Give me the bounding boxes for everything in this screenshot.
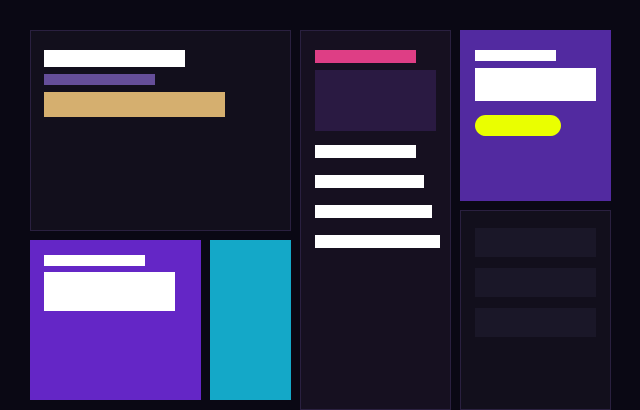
list-item[interactable]	[315, 205, 432, 218]
promo-card	[460, 30, 611, 201]
list-item[interactable]	[315, 235, 440, 248]
rows-card	[460, 210, 611, 410]
header-placeholder	[315, 50, 416, 63]
hero-card	[30, 30, 291, 231]
highlight-bar	[44, 92, 225, 117]
image-placeholder	[315, 70, 436, 131]
content-placeholder	[44, 272, 175, 311]
pill-button[interactable]	[475, 115, 561, 136]
list-item[interactable]	[315, 145, 416, 158]
subtitle-placeholder	[44, 74, 155, 85]
row-placeholder[interactable]	[475, 308, 596, 337]
title-placeholder	[44, 50, 185, 67]
promo-label-placeholder	[475, 50, 556, 61]
cyan-card[interactable]	[210, 240, 291, 400]
promo-content-placeholder	[475, 68, 596, 101]
list-item[interactable]	[315, 175, 424, 188]
row-placeholder[interactable]	[475, 228, 596, 257]
feature-card[interactable]	[30, 240, 201, 400]
row-placeholder[interactable]	[475, 268, 596, 297]
list-card	[300, 30, 451, 410]
label-placeholder	[44, 255, 145, 266]
